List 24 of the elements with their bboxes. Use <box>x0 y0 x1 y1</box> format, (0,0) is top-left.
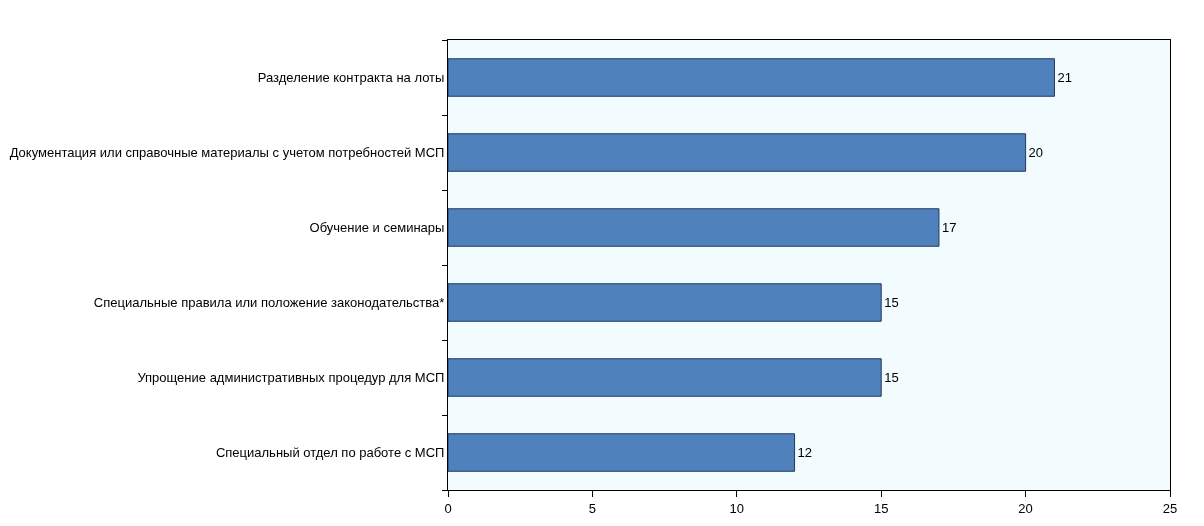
y-tick-label: Документация или справочные материалы с учетом потребностей МСП <box>9 145 445 161</box>
x-tick-label: 0 <box>444 500 452 516</box>
data-label: 21 <box>1057 70 1072 85</box>
bar <box>448 133 1027 172</box>
x-tick-label: 5 <box>588 500 597 516</box>
y-tick-label: Обучение и семинары <box>309 220 445 236</box>
data-label: 17 <box>941 220 957 235</box>
bar <box>448 433 796 472</box>
data-label: 15 <box>884 370 899 385</box>
bar <box>448 208 940 247</box>
bar <box>448 358 882 397</box>
x-tick-label: 25 <box>1162 500 1178 516</box>
data-label: 15 <box>884 295 899 310</box>
y-tick-label: Упрощение административных процедур для МСП <box>137 370 445 386</box>
y-tick-label: Разделение контракта на лоты <box>257 70 445 86</box>
x-tick-label: 15 <box>873 500 889 516</box>
x-tick-label: 10 <box>729 500 745 516</box>
bar <box>448 283 882 322</box>
bar <box>448 58 1055 97</box>
x-tick-label: 20 <box>1018 500 1033 516</box>
data-label: 20 <box>1028 145 1044 160</box>
y-tick-label: Специальные правила или положение законодательства* <box>93 295 445 311</box>
data-label: 12 <box>797 445 813 460</box>
y-tick-label: Специальный отдел по работе с МСП <box>215 445 445 461</box>
